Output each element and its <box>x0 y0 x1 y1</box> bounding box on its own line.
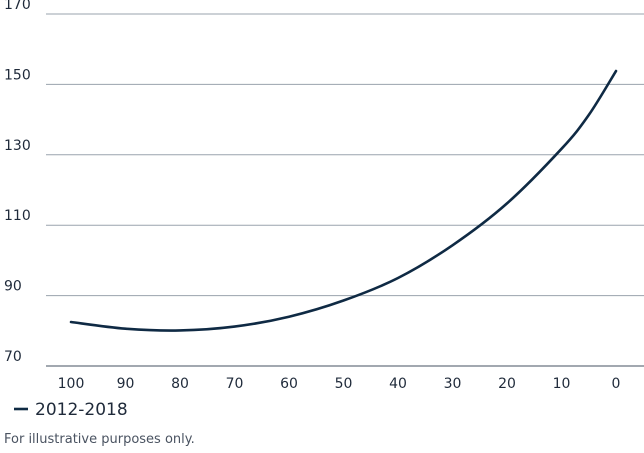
y-tick-label: 150 <box>4 67 31 83</box>
x-tick-label: 30 <box>444 376 462 392</box>
x-tick-label: 90 <box>117 376 135 392</box>
y-tick-label: 170 <box>4 0 31 13</box>
x-tick-label: 70 <box>226 376 244 392</box>
y-tick-label: 110 <box>4 208 31 224</box>
x-tick-label: 50 <box>335 376 353 392</box>
y-tick-label: 90 <box>4 279 22 295</box>
x-tick-label: 10 <box>553 376 571 392</box>
x-axis: 100 90 80 70 60 50 40 30 20 10 0 <box>58 376 621 392</box>
footnote: For illustrative purposes only. <box>4 432 195 447</box>
y-tick-label: 70 <box>4 349 22 365</box>
legend: 2012-2018 <box>14 400 128 420</box>
y-tick-label: 130 <box>4 138 31 154</box>
x-tick-label: 80 <box>171 376 189 392</box>
x-tick-label: 0 <box>612 376 621 392</box>
grid-lines <box>46 13 644 367</box>
series-layer <box>69 69 618 332</box>
x-tick-label: 40 <box>389 376 407 392</box>
series-line-0 <box>69 69 618 332</box>
x-tick-label: 100 <box>58 376 85 392</box>
x-tick-label: 60 <box>280 376 298 392</box>
legend-label: 2012-2018 <box>35 400 128 420</box>
y-axis: 70 90 110 130 150 170 <box>4 0 31 365</box>
x-tick-label: 20 <box>498 376 516 392</box>
